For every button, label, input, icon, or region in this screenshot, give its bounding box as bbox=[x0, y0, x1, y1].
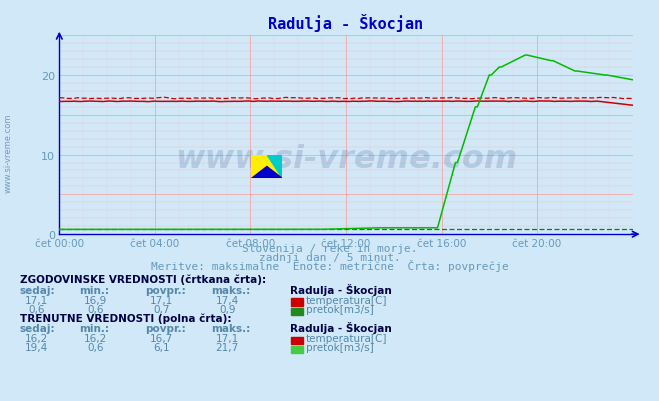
Text: Radulja - Škocjan: Radulja - Škocjan bbox=[290, 322, 391, 334]
Text: pretok[m3/s]: pretok[m3/s] bbox=[306, 304, 374, 314]
Text: 0,6: 0,6 bbox=[28, 304, 45, 314]
Text: 17,4: 17,4 bbox=[215, 295, 239, 305]
Text: temperatura[C]: temperatura[C] bbox=[306, 333, 387, 343]
Text: maks.:: maks.: bbox=[211, 286, 250, 296]
Text: 21,7: 21,7 bbox=[215, 342, 239, 352]
Text: 16,7: 16,7 bbox=[150, 333, 173, 343]
Polygon shape bbox=[251, 167, 283, 179]
Text: www.si-vreme.com: www.si-vreme.com bbox=[175, 144, 517, 174]
Text: povpr.:: povpr.: bbox=[145, 324, 186, 334]
Text: 0,7: 0,7 bbox=[153, 304, 170, 314]
Text: Radulja - Škocjan: Radulja - Škocjan bbox=[290, 284, 391, 296]
Text: povpr.:: povpr.: bbox=[145, 286, 186, 296]
Text: 17,1: 17,1 bbox=[215, 333, 239, 343]
Text: 0,6: 0,6 bbox=[87, 342, 104, 352]
Text: pretok[m3/s]: pretok[m3/s] bbox=[306, 342, 374, 352]
Text: temperatura[C]: temperatura[C] bbox=[306, 295, 387, 305]
Text: Slovenija / reke in morje.: Slovenija / reke in morje. bbox=[242, 244, 417, 254]
Text: TRENUTNE VREDNOSTI (polna črta):: TRENUTNE VREDNOSTI (polna črta): bbox=[20, 313, 231, 324]
Text: ZGODOVINSKE VREDNOSTI (črtkana črta):: ZGODOVINSKE VREDNOSTI (črtkana črta): bbox=[20, 274, 266, 285]
Text: 17,1: 17,1 bbox=[150, 295, 173, 305]
Text: min.:: min.: bbox=[79, 286, 109, 296]
Text: 16,2: 16,2 bbox=[24, 333, 48, 343]
Text: min.:: min.: bbox=[79, 324, 109, 334]
Text: 17,1: 17,1 bbox=[24, 295, 48, 305]
Text: www.si-vreme.com: www.si-vreme.com bbox=[4, 113, 13, 192]
Text: Meritve: maksimalne  Enote: metrične  Črta: povprečje: Meritve: maksimalne Enote: metrične Črta… bbox=[151, 259, 508, 271]
Text: 6,1: 6,1 bbox=[153, 342, 170, 352]
Text: 0,6: 0,6 bbox=[87, 304, 104, 314]
Text: sedaj:: sedaj: bbox=[20, 286, 55, 296]
Text: 19,4: 19,4 bbox=[24, 342, 48, 352]
Text: zadnji dan / 5 minut.: zadnji dan / 5 minut. bbox=[258, 253, 401, 263]
Text: maks.:: maks.: bbox=[211, 324, 250, 334]
Title: Radulja - Škocjan: Radulja - Škocjan bbox=[268, 14, 424, 32]
Text: sedaj:: sedaj: bbox=[20, 324, 55, 334]
Polygon shape bbox=[267, 155, 283, 179]
Text: 16,2: 16,2 bbox=[84, 333, 107, 343]
Text: 16,9: 16,9 bbox=[84, 295, 107, 305]
Text: 0,9: 0,9 bbox=[219, 304, 236, 314]
